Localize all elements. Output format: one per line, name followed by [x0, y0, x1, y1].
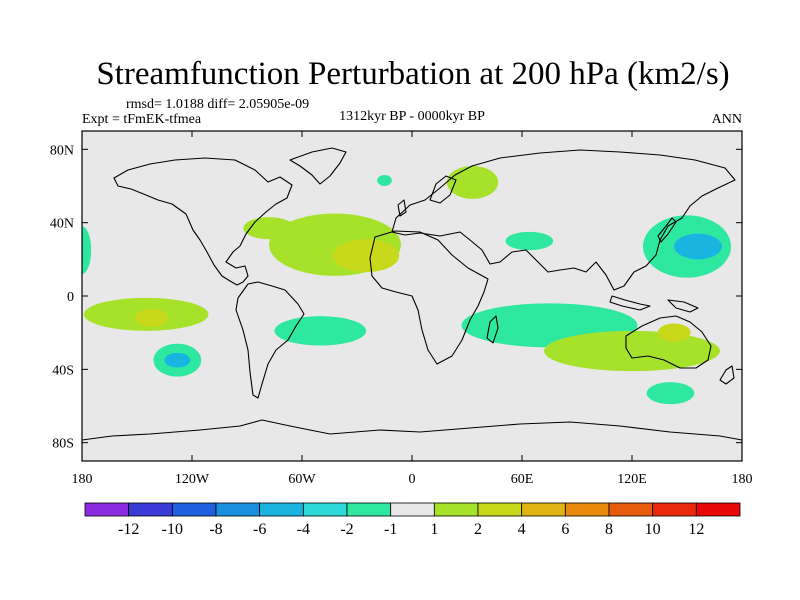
colorbar-box-7 [390, 502, 435, 517]
x-tick-label-6: 180 [732, 472, 753, 487]
colorbar-box-4 [259, 502, 304, 517]
coast-japan [657, 217, 677, 243]
coast-madagascar [486, 315, 499, 344]
y-tick-label-3: 40S [52, 363, 74, 378]
coast-north-america [113, 157, 293, 286]
colorbar-box-1 [128, 502, 173, 517]
colorbar: -12 -10 -8 -6 -4 -2 -1 1 2 4 6 8 10 12 [84, 502, 741, 538]
colorbar-box-11 [564, 502, 610, 517]
contour-greenland-small [377, 175, 392, 186]
colorbar-box-12 [608, 502, 654, 517]
colorbar-label-8: 2 [474, 521, 482, 538]
contour-north-atlantic-core [333, 239, 400, 273]
contour-nw-pacific-core [674, 233, 722, 260]
colorbar-label-2: -8 [209, 521, 222, 538]
coast-greenland [289, 147, 347, 185]
coast-eurasia [391, 149, 736, 291]
contour-south-pacific-core [164, 352, 191, 368]
x-tick-label-3: 0 [409, 472, 416, 487]
coast-south-america [235, 281, 305, 399]
colorbar-label-6: -1 [384, 521, 397, 538]
contour-australia-core [657, 323, 691, 342]
axis-ticks: 180 120W 60W 0 60E 120E 180 80N 40N 0 40S 80S [50, 131, 753, 487]
colorbar-label-5: -2 [340, 521, 353, 538]
contour-south-atlantic-negative [274, 316, 367, 346]
y-tick-label-4: 80S [52, 437, 74, 452]
colorbar-label-3: -6 [253, 521, 266, 538]
y-tick-label-0: 80N [50, 143, 74, 158]
colorbar-label-0: -12 [118, 521, 139, 538]
colorbar-box-9 [477, 502, 523, 517]
colorbar-label-12: 10 [645, 521, 661, 538]
colorbar-box-6 [346, 502, 392, 517]
coast-scandinavia [429, 175, 457, 204]
season-label: ANN [712, 112, 742, 127]
coast-antarctica [81, 419, 743, 441]
x-tick-label-4: 60E [511, 472, 534, 487]
colorbar-label-10: 6 [561, 521, 569, 538]
colorbar-box-2 [171, 502, 217, 517]
contour-west-edge-negative [82, 226, 92, 274]
contour-europe-positive [446, 165, 499, 199]
colorbar-label-4: -4 [297, 521, 310, 538]
colorbar-box-3 [215, 502, 261, 517]
colorbar-label-9: 4 [518, 521, 526, 538]
x-tick-label-5: 120E [617, 472, 647, 487]
contour-east-pacific-core [135, 308, 169, 328]
colorbar-label-11: 8 [605, 521, 613, 538]
contour-australia-positive [544, 330, 720, 372]
coast-british-isles [397, 199, 407, 217]
coast-indonesia [609, 295, 651, 311]
colorbar-label-1: -10 [162, 521, 183, 538]
colorbar-box-0 [84, 502, 130, 517]
experiment-label: Expt = tFmEK-tfmea [82, 112, 202, 127]
coast-new-guinea [667, 299, 699, 313]
colorbar-label-7: 1 [430, 521, 438, 538]
coast-new-zealand [719, 365, 735, 385]
x-tick-label-1: 120W [175, 472, 210, 487]
colorbar-label-13: 12 [688, 521, 704, 538]
period-label: 1312kyr BP - 0000kyr BP [339, 109, 485, 124]
contour-southern-ocean-negative [646, 382, 695, 405]
x-tick-label-2: 60W [288, 472, 316, 487]
colorbar-box-13 [652, 502, 697, 517]
colorbar-box-8 [433, 502, 479, 517]
contour-west-atlantic-arm [243, 217, 295, 240]
y-tick-label-1: 40N [50, 217, 74, 232]
colorbar-box-14 [695, 502, 741, 517]
colorbar-box-5 [302, 502, 348, 517]
coastlines [81, 147, 743, 441]
coast-australia [625, 315, 712, 369]
contour-arabia-negative [505, 231, 554, 251]
stats-label: rmsd= 1.0188 diff= 2.05905e-09 [126, 97, 309, 112]
x-tick-label-0: 180 [72, 472, 93, 487]
y-tick-label-2: 0 [67, 290, 74, 305]
chart-title: Streamfunction Perturbation at 200 hPa (… [96, 56, 729, 92]
coast-africa [369, 230, 489, 365]
map-plot: 180 120W 60W 0 60E 120E 180 80N 40N 0 40S 80S [50, 130, 753, 487]
colorbar-box-10 [521, 502, 566, 517]
